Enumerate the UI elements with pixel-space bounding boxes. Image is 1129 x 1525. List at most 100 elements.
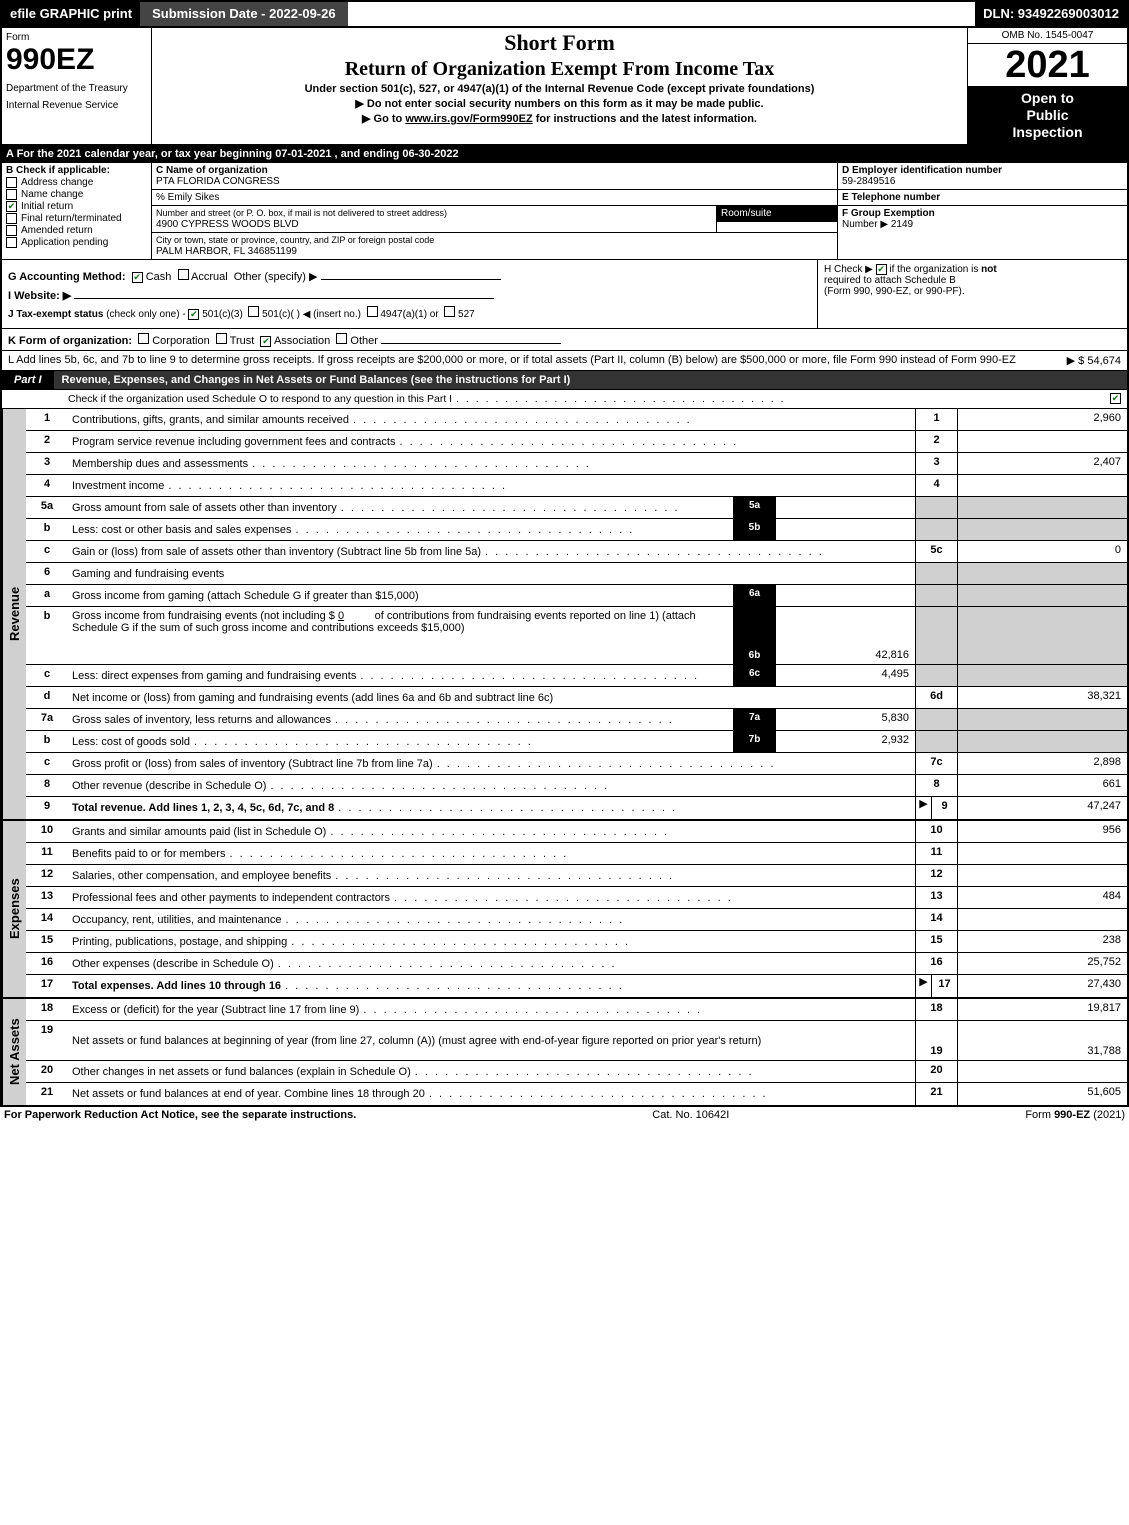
result-num: 12 [915,865,957,886]
checkbox-icon[interactable] [132,272,143,283]
result-num: 14 [915,909,957,930]
checkbox-icon[interactable] [6,237,17,248]
result-val-shade [957,709,1127,730]
dept-treasury: Department of the Treasury [6,83,147,94]
street-cell: Number and street (or P. O. box, if mail… [152,206,717,232]
row-desc: Other revenue (describe in Schedule O) [68,775,915,796]
row-desc: Other changes in net assets or fund bala… [68,1061,915,1082]
checkbox-icon[interactable] [367,306,378,317]
row-6b: b Gross income from fundraising events (… [26,607,1127,665]
street-row: Number and street (or P. O. box, if mail… [152,206,837,233]
checkbox-icon[interactable] [336,333,347,344]
footer-form-no: 990-EZ [1054,1109,1090,1121]
form-number: 990EZ [6,43,147,77]
part-tag: Part I [2,371,54,389]
main-title: Return of Organization Exempt From Incom… [158,58,961,81]
result-val [957,475,1127,496]
efile-print-label[interactable]: efile GRAPHIC print [2,2,140,26]
g-other-input[interactable] [321,268,501,280]
city-value: PALM HARBOR, FL 346851199 [156,246,297,257]
result-num: 8 [915,775,957,796]
top-bar: efile GRAPHIC print Submission Date - 20… [0,0,1129,28]
checkbox-icon[interactable] [876,264,887,275]
row-desc: Grants and similar amounts paid (list in… [68,821,915,842]
checkbox-icon[interactable] [6,189,17,200]
checkbox-icon[interactable] [138,333,149,344]
checkbox-icon[interactable] [6,201,17,212]
checkbox-icon[interactable] [1110,393,1121,404]
group-exemption-value: 2149 [891,219,913,230]
checkbox-icon[interactable] [6,225,17,236]
row-num: c [26,541,68,562]
row-num: d [26,687,68,708]
result-val-shade [957,607,1127,664]
j-501c3: 501(c)(3) [202,309,243,320]
footer-form-ref: Form 990-EZ (2021) [1025,1109,1125,1121]
website-input[interactable] [74,287,494,299]
l-value: ▶ $ 54,674 [1067,354,1121,367]
result-val: 27,430 [957,975,1127,997]
dln-label: DLN: 93492269003012 [975,2,1127,26]
side-label-revenue: Revenue [2,409,26,819]
result-num: 15 [915,931,957,952]
checkbox-icon[interactable] [216,333,227,344]
row-num: 20 [26,1061,68,1082]
chk-label: Application pending [21,237,108,248]
k-other-input[interactable] [381,332,561,344]
row-num: 15 [26,931,68,952]
row-num: 8 [26,775,68,796]
irs-link[interactable]: www.irs.gov/Form990EZ [405,113,532,125]
chk-label: Name change [21,189,83,200]
k-corporation: Corporation [152,335,209,347]
result-val: 484 [957,887,1127,908]
open-line2: Public [970,107,1125,124]
omb-number: OMB No. 1545-0047 [968,28,1127,44]
checkbox-icon[interactable] [248,306,259,317]
chk-amended-return[interactable]: Amended return [6,225,147,236]
result-val [957,843,1127,864]
result-num: 1 [915,409,957,430]
h-text4: (Form 990, 990-EZ, or 990-PF). [824,286,965,297]
line-g-accounting: G Accounting Method: Cash Accrual Other … [8,268,811,283]
group-exemption-cell: F Group Exemption Number ▶ 2149 [838,206,1127,232]
checkbox-icon[interactable] [6,177,17,188]
row-desc: Gross income from fundraising events (no… [68,607,733,664]
result-val [957,909,1127,930]
row-desc: Less: cost of goods sold [68,731,733,752]
chk-name-change[interactable]: Name change [6,189,147,200]
row-16: 16 Other expenses (describe in Schedule … [26,953,1127,975]
result-num-shade [915,731,957,752]
row-6a: a Gross income from gaming (attach Sched… [26,585,1127,607]
chk-application-pending[interactable]: Application pending [6,237,147,248]
checkbox-icon[interactable] [6,213,17,224]
checkbox-icon[interactable] [178,269,189,280]
k-other: Other [350,335,378,347]
chk-address-change[interactable]: Address change [6,177,147,188]
checkbox-icon[interactable] [444,306,455,317]
row-num: 2 [26,431,68,452]
row-desc: Gross sales of inventory, less returns a… [68,709,733,730]
row-num: 13 [26,887,68,908]
chk-final-return[interactable]: Final return/terminated [6,213,147,224]
checkbox-icon[interactable] [260,336,271,347]
checkbox-icon[interactable] [188,309,199,320]
result-num: 17 [931,975,957,997]
line-k-form-of-org: K Form of organization: Corporation Trus… [0,329,1129,351]
title-block: Short Form Return of Organization Exempt… [152,28,967,144]
chk-initial-return[interactable]: Initial return [6,201,147,212]
row-21: 21 Net assets or fund balances at end of… [26,1083,1127,1105]
mini-num: 5b [733,519,775,540]
goto-prefix: ▶ Go to [362,113,405,125]
result-val: 31,788 [957,1021,1127,1060]
line-i-website: I Website: ▶ [8,287,811,302]
i-prefix: I Website: ▶ [8,290,71,302]
goto-suffix: for instructions and the latest informat… [533,113,757,125]
room-suite-label: Room/suite [717,206,837,222]
chk-label: Final return/terminated [21,213,122,224]
row-num: 19 [26,1021,68,1060]
org-name-cell: C Name of organization PTA FLORIDA CONGR… [152,163,837,190]
row-8: 8 Other revenue (describe in Schedule O)… [26,775,1127,797]
result-num: 19 [915,1021,957,1060]
row-num: 4 [26,475,68,496]
street-label: Number and street (or P. O. box, if mail… [156,208,447,218]
